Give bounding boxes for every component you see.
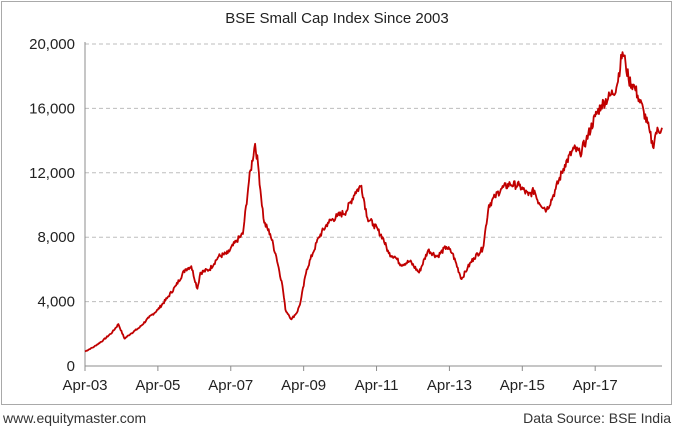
- y-axis-ticks: 0 4,000 8,000 12,000 16,000 20,000: [29, 36, 75, 375]
- chart-title: BSE Small Cap Index Since 2003: [225, 10, 448, 27]
- y-tick-label: 0: [67, 358, 75, 375]
- x-tick-label: Apr-03: [62, 377, 107, 394]
- axes: [84, 42, 662, 367]
- y-tick-label: 8,000: [37, 229, 75, 246]
- y-tick-label: 20,000: [29, 36, 75, 53]
- y-tick-label: 12,000: [29, 165, 75, 182]
- x-tick-label: Apr-07: [208, 377, 253, 394]
- line-chart: BSE Small Cap Index Since 2003 0 4,000 8,0…: [29, 10, 663, 394]
- y-tick-label: 4,000: [37, 294, 75, 311]
- x-tick-label: Apr-05: [135, 377, 180, 394]
- gridlines: [85, 43, 662, 303]
- x-tick-label: Apr-13: [427, 377, 472, 394]
- x-tick-label: Apr-17: [573, 377, 618, 394]
- x-axis-ticks: Apr-03 Apr-05 Apr-07 Apr-09 Apr-11 Apr-13 Apr-…: [62, 366, 618, 394]
- y-tick-label: 16,000: [29, 100, 75, 117]
- data-source-credit: Data Source: BSE India: [523, 410, 671, 426]
- series-line: [84, 51, 663, 353]
- x-tick-label: Apr-15: [500, 377, 545, 394]
- website-credit: www.equitymaster.com: [3, 410, 147, 426]
- series-group: [84, 51, 663, 353]
- chart-frame: BSE Small Cap Index Since 2003 0 4,000 8,0…: [1, 1, 672, 405]
- x-tick-label: Apr-11: [355, 377, 399, 394]
- x-tick-label: Apr-09: [281, 377, 326, 394]
